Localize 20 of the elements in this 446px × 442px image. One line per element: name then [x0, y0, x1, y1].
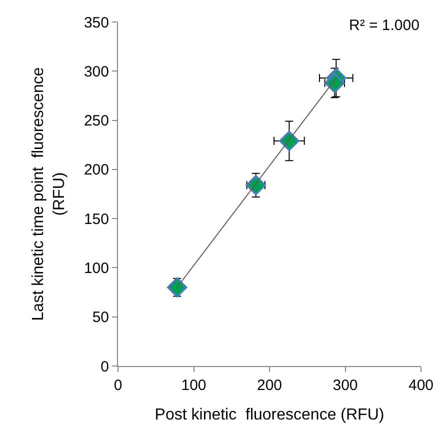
point: [279, 130, 300, 152]
annotation: R² = 1.000: [349, 17, 420, 34]
point: [246, 175, 266, 196]
point: [324, 72, 345, 94]
y-tick-label: 0: [100, 358, 109, 376]
point: [166, 277, 188, 298]
y-tick-label: 300: [84, 63, 109, 80]
y-tick-label: 100: [84, 260, 109, 277]
y-tick-label: 350: [84, 14, 109, 32]
x-tick-label: 300: [332, 377, 358, 394]
x-tick-label: 100: [181, 377, 206, 394]
y-tick-label: 50: [92, 309, 109, 326]
y-tick-label: 250: [84, 112, 109, 130]
x-tick-label: 0: [114, 377, 122, 394]
x-tick-label: 400: [408, 377, 434, 394]
x-tick-label: 200: [256, 377, 282, 394]
y-axis-title: Last kinetic time point fluorescence (RFU): [30, 67, 68, 321]
x-axis-title: Post kinetic fluorescence (RFU): [154, 406, 384, 424]
y-tick-label: 150: [84, 210, 109, 228]
y-tick-label: 200: [84, 162, 109, 179]
